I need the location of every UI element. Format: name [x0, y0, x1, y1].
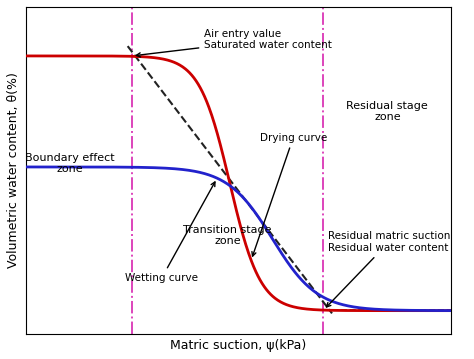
Text: Residual stage
zone: Residual stage zone — [346, 101, 428, 122]
Text: Residual matric suction
Residual water content: Residual matric suction Residual water c… — [327, 231, 450, 307]
Text: Drying curve: Drying curve — [252, 132, 327, 256]
Y-axis label: Volumetric water content, θ(%): Volumetric water content, θ(%) — [7, 72, 20, 268]
Text: Transition stage
zone: Transition stage zone — [183, 225, 272, 246]
Text: Boundary effect
zone: Boundary effect zone — [26, 153, 115, 174]
X-axis label: Matric suction, ψ(kPa): Matric suction, ψ(kPa) — [170, 339, 307, 352]
Text: Air entry value
Saturated water content: Air entry value Saturated water content — [136, 29, 332, 57]
Text: Wetting curve: Wetting curve — [125, 182, 215, 283]
